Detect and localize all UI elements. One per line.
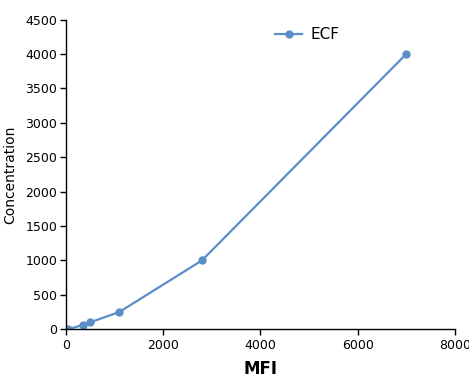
Legend: ECF: ECF bbox=[275, 27, 339, 42]
ECF bbox=[65, 327, 71, 332]
ECF bbox=[199, 258, 204, 263]
ECF bbox=[80, 323, 85, 327]
ECF bbox=[87, 320, 93, 325]
ECF bbox=[116, 310, 122, 314]
Line: ECF: ECF bbox=[65, 51, 410, 333]
X-axis label: MFI: MFI bbox=[243, 360, 277, 378]
ECF bbox=[403, 52, 409, 56]
Y-axis label: Concentration: Concentration bbox=[3, 125, 17, 223]
